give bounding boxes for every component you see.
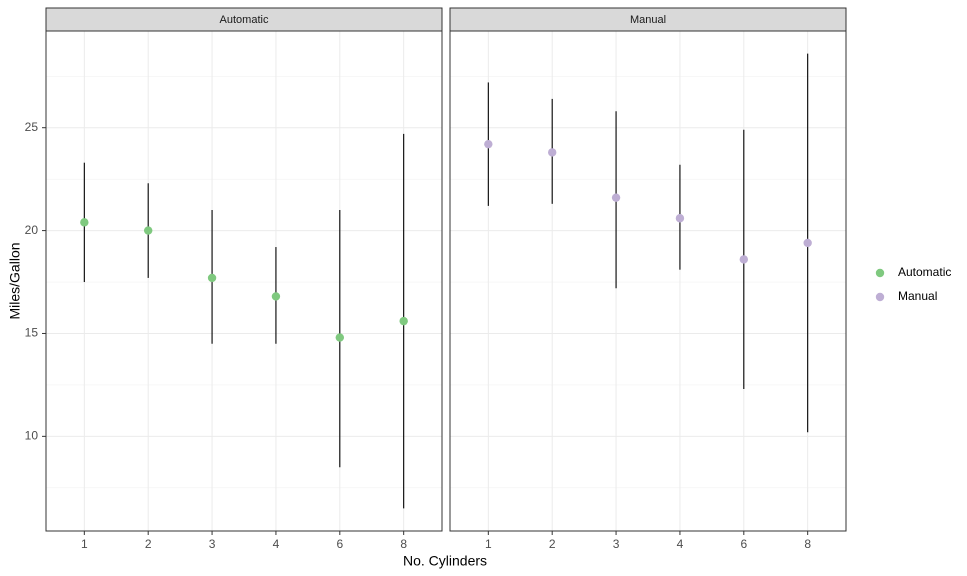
- panel-border: [449, 30, 847, 532]
- point: [80, 218, 89, 227]
- y-tick-label: 20: [25, 223, 39, 237]
- point: [547, 148, 557, 157]
- x-tick-label: 3: [209, 537, 216, 551]
- x-tick-label: 8: [804, 537, 811, 551]
- panel-border: [45, 30, 443, 532]
- x-tick-label: 1: [81, 537, 88, 551]
- x-tick-label: 4: [677, 537, 684, 551]
- point: [335, 333, 345, 342]
- legend-marker: [875, 268, 885, 278]
- point: [271, 292, 281, 301]
- y-tick-label: 10: [25, 429, 39, 443]
- point: [484, 139, 493, 149]
- point: [611, 193, 621, 202]
- point: [803, 238, 812, 248]
- x-tick-label: 1: [485, 537, 492, 551]
- x-axis-label: No. Cylinders: [403, 553, 487, 569]
- x-tick-label: 6: [336, 537, 343, 551]
- panel: [46, 31, 442, 531]
- point: [675, 214, 685, 223]
- x-tick-label: 4: [273, 537, 280, 551]
- legend-marker: [875, 292, 885, 302]
- x-tick-label: 6: [740, 537, 747, 551]
- y-axis-label: Miles/Gallon: [7, 242, 23, 319]
- y-tick-label: 25: [25, 120, 39, 134]
- x-tick-label: 2: [549, 537, 556, 551]
- x-tick-label: 2: [145, 537, 152, 551]
- x-tick-label: 8: [400, 537, 407, 551]
- strip-label: Manual: [630, 14, 666, 26]
- point: [739, 255, 749, 264]
- point: [399, 316, 408, 326]
- panel: [450, 31, 846, 531]
- legend-label: Automatic: [898, 265, 951, 279]
- point: [143, 226, 153, 235]
- strip-label: Automatic: [220, 14, 269, 26]
- y-tick-label: 15: [25, 326, 39, 340]
- x-tick-label: 3: [613, 537, 620, 551]
- point: [207, 273, 217, 283]
- legend-label: Manual: [898, 289, 937, 303]
